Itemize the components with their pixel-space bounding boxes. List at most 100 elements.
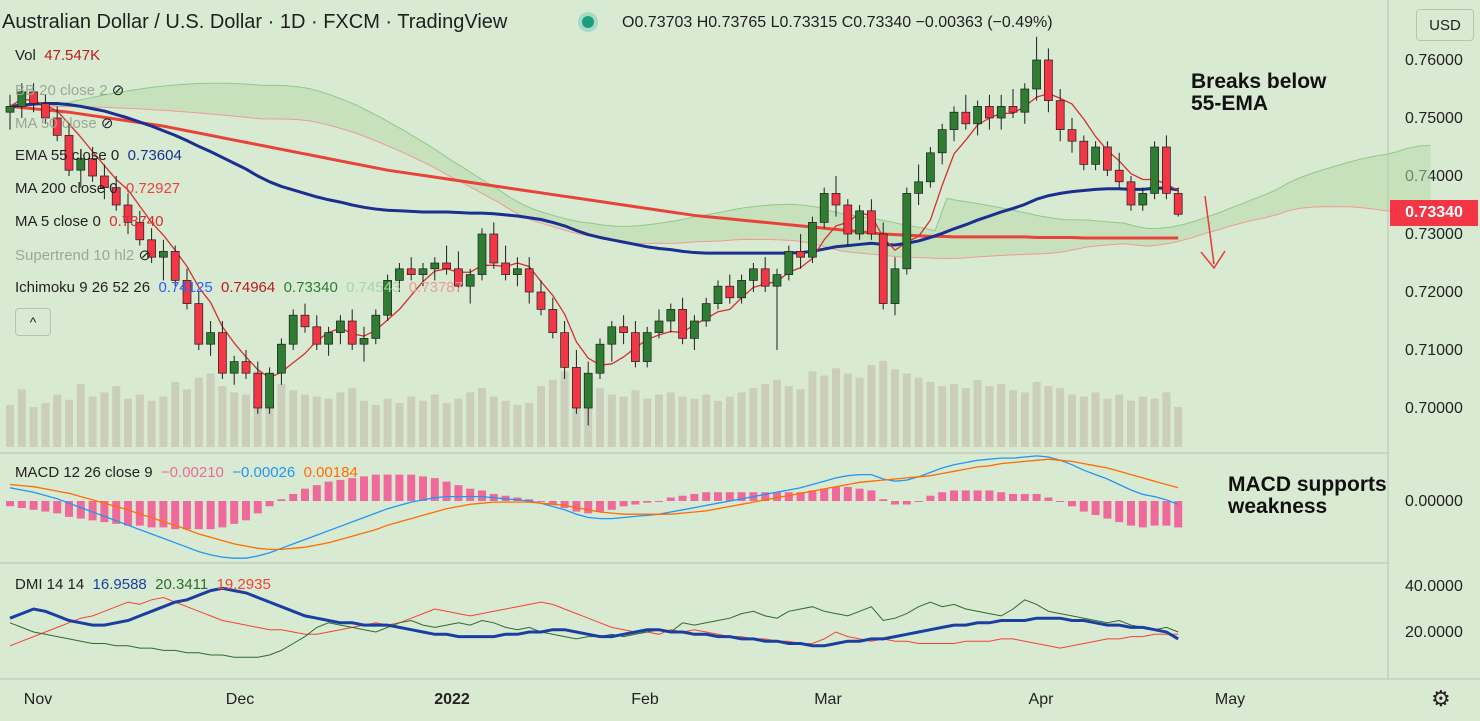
legend-supertrend[interactable]: Supertrend 10 hl2 ⊘ <box>15 247 152 264</box>
candle-body <box>867 210 876 235</box>
macd-histogram-bar <box>832 486 840 501</box>
candle-body <box>725 285 735 299</box>
legend-volume[interactable]: Vol 47.547K <box>15 47 101 64</box>
volume-bar <box>643 398 652 447</box>
volume-bar <box>419 400 427 447</box>
signal-line <box>9 458 1179 551</box>
macd-histogram-bar <box>584 501 593 514</box>
collapse-legend-button[interactable]: ^ <box>15 308 51 336</box>
time-tick-label: 2022 <box>434 691 470 708</box>
legend-ma200[interactable]: MA 200 close 0 0.72927 <box>15 180 181 197</box>
volume-bar <box>1056 388 1065 447</box>
candle-body <box>229 361 239 374</box>
macd-histogram-bar <box>820 488 829 501</box>
macd-histogram-bar <box>135 501 144 526</box>
legend-ema55[interactable]: EMA 55 close 0 0.73604 <box>15 147 182 164</box>
volume-bar <box>1068 394 1076 447</box>
volume-bar <box>749 388 758 447</box>
candle-body <box>135 222 145 241</box>
candle-body <box>878 233 888 304</box>
candle-body <box>548 309 558 333</box>
macd-histogram-bar <box>938 492 947 501</box>
candle-body <box>831 193 841 206</box>
eye-hidden-icon[interactable]: ⊘ <box>100 115 114 132</box>
currency-button[interactable]: USD <box>1416 9 1474 41</box>
legend-ma50[interactable]: MA 50 close ⊘ <box>15 115 114 132</box>
volume-bar <box>926 381 935 447</box>
volume-bar <box>914 377 923 447</box>
candle-body <box>159 251 168 258</box>
legend-bb[interactable]: BB 20 close 2 ⊘ <box>15 82 125 99</box>
macd-histogram-bar <box>891 501 899 505</box>
candle-body <box>442 262 451 270</box>
volume-bar <box>655 394 663 447</box>
volume-bar <box>761 384 770 447</box>
macd-histogram-bar <box>454 485 463 501</box>
candle-body <box>560 332 569 368</box>
volume-bar <box>442 402 451 447</box>
macd-histogram-bar <box>383 474 392 501</box>
candlesticks <box>5 36 1183 426</box>
macd-histogram-bar <box>371 474 380 501</box>
chart-title: Australian Dollar / U.S. Dollar · 1D · F… <box>2 11 508 33</box>
candle-body <box>937 129 947 154</box>
eye-hidden-icon[interactable]: ⊘ <box>111 82 125 99</box>
macd-histogram-bar <box>855 488 864 501</box>
adx-line <box>9 586 1179 648</box>
volume-bar <box>1127 400 1135 447</box>
legend-macd[interactable]: MACD 12 26 close 9 −0.00210 −0.00026 0.0… <box>15 464 358 481</box>
volume-bar <box>1162 392 1171 447</box>
volume-bar <box>596 388 604 447</box>
candle-body <box>300 314 310 328</box>
volume-bar <box>336 392 345 447</box>
breaks-below-annotation: Breaks below 55-EMA <box>1191 70 1327 115</box>
candle-body <box>678 309 687 339</box>
macd-histogram-bar <box>76 501 85 519</box>
candle-body <box>996 106 1006 119</box>
volume-bar <box>820 375 829 447</box>
macd-histogram-bar <box>926 495 935 501</box>
macd-histogram-bar <box>360 476 368 501</box>
legend-ma5[interactable]: MA 5 close 0 0.73740 <box>15 213 164 230</box>
candle-body <box>465 274 475 287</box>
macd-histogram-bar <box>1044 497 1053 501</box>
dmi-minus-line <box>9 596 1179 649</box>
volume-bar <box>619 396 628 447</box>
candle-body <box>418 268 428 275</box>
cloud-span-a <box>49 82 1431 232</box>
volume-bar <box>902 373 911 447</box>
volume-bar <box>194 377 203 447</box>
macd-histogram-bar <box>1138 501 1147 528</box>
volume-bar <box>631 390 640 447</box>
macd-histogram-bar <box>1162 501 1171 526</box>
legend-dmi[interactable]: DMI 14 14 16.9588 20.3411 19.2935 <box>15 576 271 593</box>
macd-histogram-bar <box>1056 501 1065 502</box>
macd-histogram-bar <box>1103 501 1112 519</box>
volume-bar <box>961 388 970 447</box>
candle-body <box>194 303 204 345</box>
macd-histogram-bar <box>655 501 663 502</box>
macd-histogram-bar <box>950 490 958 501</box>
macd-histogram-bar <box>336 479 345 501</box>
macd-histogram-bar <box>218 501 227 528</box>
candle-body <box>772 274 782 287</box>
macd-histogram-bar <box>147 501 156 528</box>
legend-ichimoku[interactable]: Ichimoku 9 26 52 26 0.74125 0.74964 0.73… <box>15 279 463 296</box>
macd-histogram-bar <box>301 488 309 501</box>
macd-histogram-bar <box>88 501 97 521</box>
candle-body <box>1103 146 1112 171</box>
macd-histogram-bar <box>466 488 475 501</box>
volume-bar <box>1115 394 1124 447</box>
settings-gear-icon[interactable]: ⚙ <box>1431 686 1451 711</box>
macd-histogram-bar <box>690 493 699 501</box>
volume-bar <box>289 390 298 447</box>
volume-bar <box>324 398 333 447</box>
down-arrow-annotation <box>1200 195 1226 270</box>
candle-body <box>808 222 817 258</box>
macd-histogram-bar <box>407 474 416 501</box>
eye-hidden-icon[interactable]: ⊘ <box>138 247 152 264</box>
volume-bar <box>478 388 486 447</box>
dmi-pane: 40.0000 20.0000 <box>9 578 1463 658</box>
volume-bar <box>537 386 545 447</box>
